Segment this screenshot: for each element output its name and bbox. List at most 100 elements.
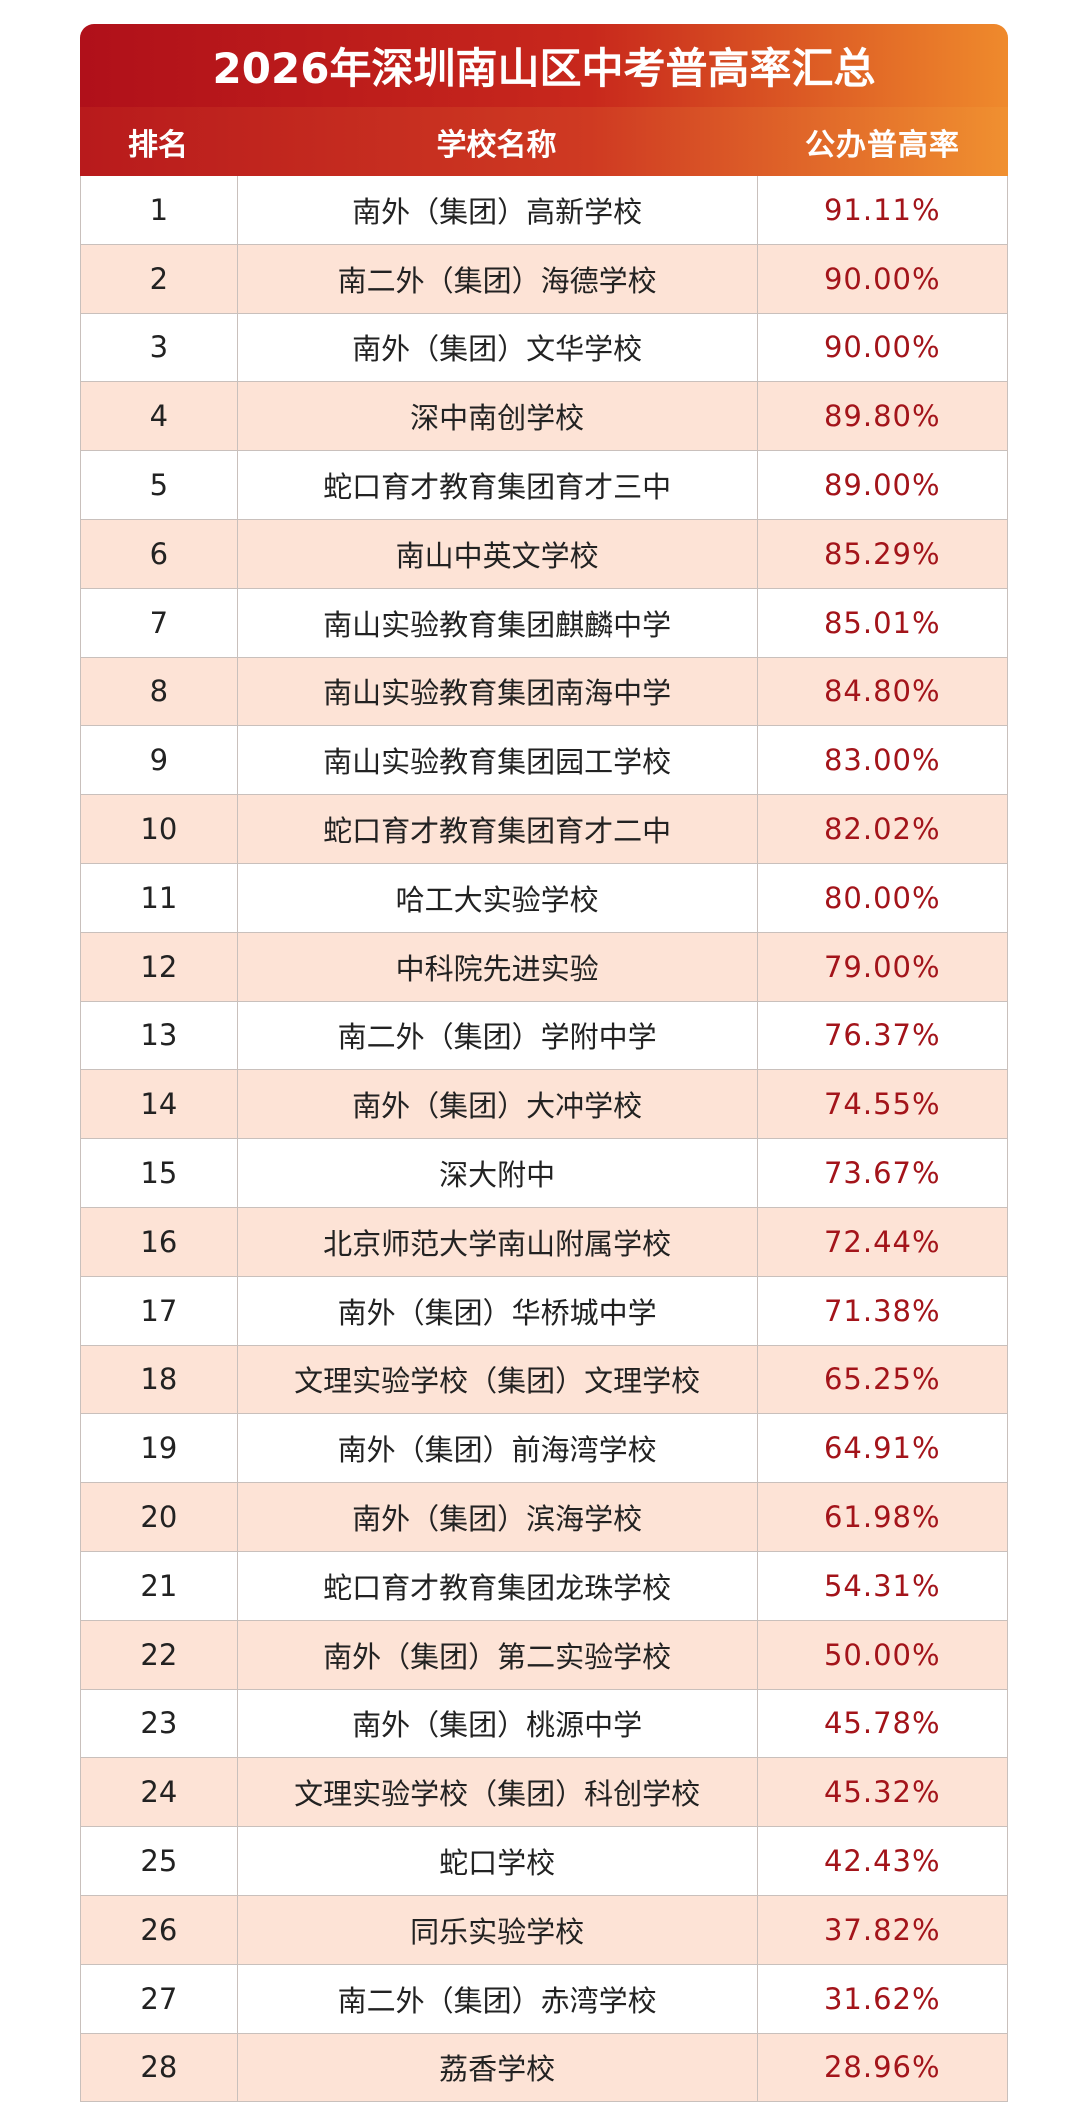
rate-cell: 90.00% <box>756 244 1007 313</box>
school-cell: 中科院先进实验 <box>236 932 757 1001</box>
rate-cell: 84.80% <box>756 657 1007 726</box>
table-row: 12 中科院先进实验 79.00% <box>81 932 1007 1002</box>
column-header: 排名 <box>128 127 188 163</box>
rate-cell: 90.00% <box>756 313 1007 382</box>
rate-cell: 50.00% <box>756 1620 1007 1689</box>
school-cell: 南外（集团）第二实验学校 <box>236 1620 757 1689</box>
rate-cell: 74.55% <box>756 1070 1007 1139</box>
rank-cell: 10 <box>140 812 178 847</box>
table-row: 15 深大附中 73.67% <box>81 1139 1007 1208</box>
school-cell: 蛇口育才教育集团龙珠学校 <box>236 1551 757 1620</box>
rate-cell: 85.01% <box>756 588 1007 657</box>
rate-cell: 79.00% <box>756 932 1007 1001</box>
table-row: 10 蛇口育才教育集团育才二中 82.02% <box>81 795 1007 864</box>
table-row: 13 南二外（集团）学附中学 76.37% <box>81 1001 1007 1071</box>
rank-cell: 19 <box>140 1431 178 1466</box>
rank-cell: 17 <box>140 1293 178 1328</box>
school-cell: 南外（集团）滨海学校 <box>236 1483 757 1551</box>
rate-cell: 37.82% <box>756 1895 1007 1964</box>
rate-cell: 85.29% <box>756 519 1007 588</box>
rate-cell: 45.32% <box>756 1758 1007 1827</box>
rate-cell: 54.31% <box>756 1551 1007 1620</box>
school-cell: 南外（集团）文华学校 <box>236 313 757 382</box>
school-cell: 南二外（集团）学附中学 <box>236 1001 757 1070</box>
table-row: 22 南外（集团）第二实验学校 50.00% <box>81 1620 1007 1690</box>
rate-cell: 64.91% <box>756 1414 1007 1483</box>
table-row: 20 南外（集团）滨海学校 61.98% <box>81 1483 1007 1552</box>
school-cell: 荔香学校 <box>236 2033 757 2102</box>
table-row: 11 哈工大实验学校 80.00% <box>81 863 1007 933</box>
table-row: 9 南山实验教育集团园工学校 83.00% <box>81 726 1007 796</box>
table-row: 4 深中南创学校 89.80% <box>81 382 1007 452</box>
rate-cell: 80.00% <box>756 863 1007 932</box>
school-cell: 文理实验学校（集团）文理学校 <box>236 1345 757 1414</box>
rank-cell: 8 <box>149 674 169 709</box>
rank-cell: 24 <box>140 1775 178 1810</box>
school-cell: 同乐实验学校 <box>236 1895 757 1964</box>
rate-cell: 89.80% <box>756 382 1007 451</box>
rate-cell: 89.00% <box>756 451 1007 519</box>
table-row: 7 南山实验教育集团麒麟中学 85.01% <box>81 588 1007 658</box>
rate-cell: 42.43% <box>756 1827 1007 1895</box>
table-row: 3 南外（集团）文华学校 90.00% <box>81 313 1007 383</box>
rank-cell: 11 <box>140 880 178 915</box>
rate-cell: 73.67% <box>756 1139 1007 1207</box>
school-cell: 蛇口学校 <box>236 1827 757 1895</box>
table-row: 23 南外（集团）桃源中学 45.78% <box>81 1689 1007 1759</box>
rate-cell: 71.38% <box>756 1276 1007 1345</box>
rank-cell: 27 <box>140 1981 178 2016</box>
table-row: 2 南二外（集团）海德学校 90.00% <box>81 244 1007 314</box>
table-row: 28 荔香学校 28.96% <box>81 2033 1007 2103</box>
table-container: 2026年深圳南山区中考普高率汇总 排名 学校名称 公办普高率 1 南外（集团）高… <box>80 24 1008 2103</box>
rank-cell: 9 <box>149 743 169 778</box>
rank-cell: 26 <box>140 1912 178 1947</box>
school-cell: 南山实验教育集团南海中学 <box>236 657 757 726</box>
school-cell: 文理实验学校（集团）科创学校 <box>236 1758 757 1827</box>
rate-cell: 82.02% <box>756 795 1007 863</box>
school-cell: 蛇口育才教育集团育才三中 <box>236 451 757 519</box>
rate-cell: 61.98% <box>756 1483 1007 1551</box>
rank-cell: 2 <box>149 261 169 296</box>
title: 2026年深圳南山区中考普高率汇总 <box>80 24 1008 107</box>
rate-cell: 91.11% <box>756 176 1007 244</box>
rank-cell: 16 <box>140 1224 178 1259</box>
school-cell: 北京师范大学南山附属学校 <box>236 1207 757 1276</box>
table-row: 27 南二外（集团）赤湾学校 31.62% <box>81 1964 1007 2034</box>
rank-cell: 21 <box>140 1568 178 1603</box>
rank-cell: 22 <box>140 1637 178 1672</box>
rank-cell: 4 <box>149 399 169 434</box>
rank-cell: 25 <box>140 1844 178 1879</box>
rate-cell: 76.37% <box>756 1001 1007 1070</box>
rate-cell: 28.96% <box>756 2033 1007 2102</box>
rank-cell: 23 <box>140 1706 178 1741</box>
table-row: 8 南山实验教育集团南海中学 84.80% <box>81 657 1007 727</box>
rate-cell: 65.25% <box>756 1345 1007 1414</box>
rank-cell: 12 <box>140 949 178 984</box>
rank-cell: 18 <box>140 1362 178 1397</box>
rank-cell: 28 <box>140 2050 178 2085</box>
school-cell: 南二外（集团）赤湾学校 <box>236 1964 757 2033</box>
table-row: 16 北京师范大学南山附属学校 72.44% <box>81 1207 1007 1277</box>
table-row: 17 南外（集团）华桥城中学 71.38% <box>81 1276 1007 1346</box>
rate-cell: 72.44% <box>756 1207 1007 1276</box>
table-row: 19 南外（集团）前海湾学校 64.91% <box>81 1414 1007 1484</box>
school-cell: 南外（集团）前海湾学校 <box>236 1414 757 1483</box>
table-row: 18 文理实验学校（集团）文理学校 65.25% <box>81 1345 1007 1415</box>
school-cell: 蛇口育才教育集团育才二中 <box>236 795 757 863</box>
rank-cell: 13 <box>140 1018 178 1053</box>
school-cell: 哈工大实验学校 <box>236 863 757 932</box>
table-row: 5 蛇口育才教育集团育才三中 89.00% <box>81 451 1007 520</box>
rank-cell: 6 <box>149 536 169 571</box>
table-row: 21 蛇口育才教育集团龙珠学校 54.31% <box>81 1551 1007 1621</box>
table-row: 26 同乐实验学校 37.82% <box>81 1895 1007 1965</box>
rate-cell: 31.62% <box>756 1964 1007 2033</box>
rank-cell: 14 <box>140 1087 178 1122</box>
rank-cell: 5 <box>149 468 169 503</box>
school-cell: 南山实验教育集团园工学校 <box>236 726 757 795</box>
school-cell: 深大附中 <box>236 1139 757 1207</box>
table-body: 1 南外（集团）高新学校 91.11% 2 南二外（集团）海德学校 90.00% 3 南外（集… <box>80 176 1008 2103</box>
table-row: 25 蛇口学校 42.43% <box>81 1827 1007 1896</box>
rank-cell: 3 <box>149 330 169 365</box>
rank-cell: 20 <box>140 1500 178 1535</box>
